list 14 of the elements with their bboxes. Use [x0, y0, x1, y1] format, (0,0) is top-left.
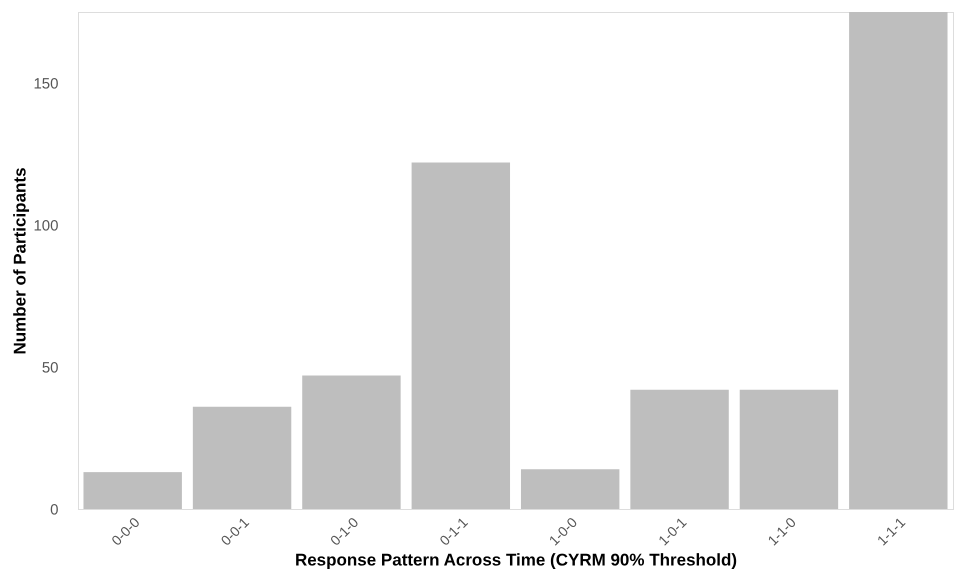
bar	[630, 390, 729, 509]
bar	[83, 472, 182, 509]
bar	[849, 12, 948, 509]
x-axis-title: Response Pattern Across Time (CYRM 90% Threshold)	[294, 550, 738, 570]
bar	[740, 390, 838, 509]
bar	[302, 376, 401, 509]
y-tick-label: 100	[33, 218, 58, 234]
bar	[412, 162, 510, 509]
bar	[192, 406, 292, 509]
y-tick-label: 150	[33, 76, 58, 92]
y-tick-label: 50	[42, 360, 58, 376]
bar	[520, 469, 620, 509]
y-axis-title: Number of Participants	[10, 167, 30, 355]
y-tick-label: 0	[50, 502, 58, 518]
